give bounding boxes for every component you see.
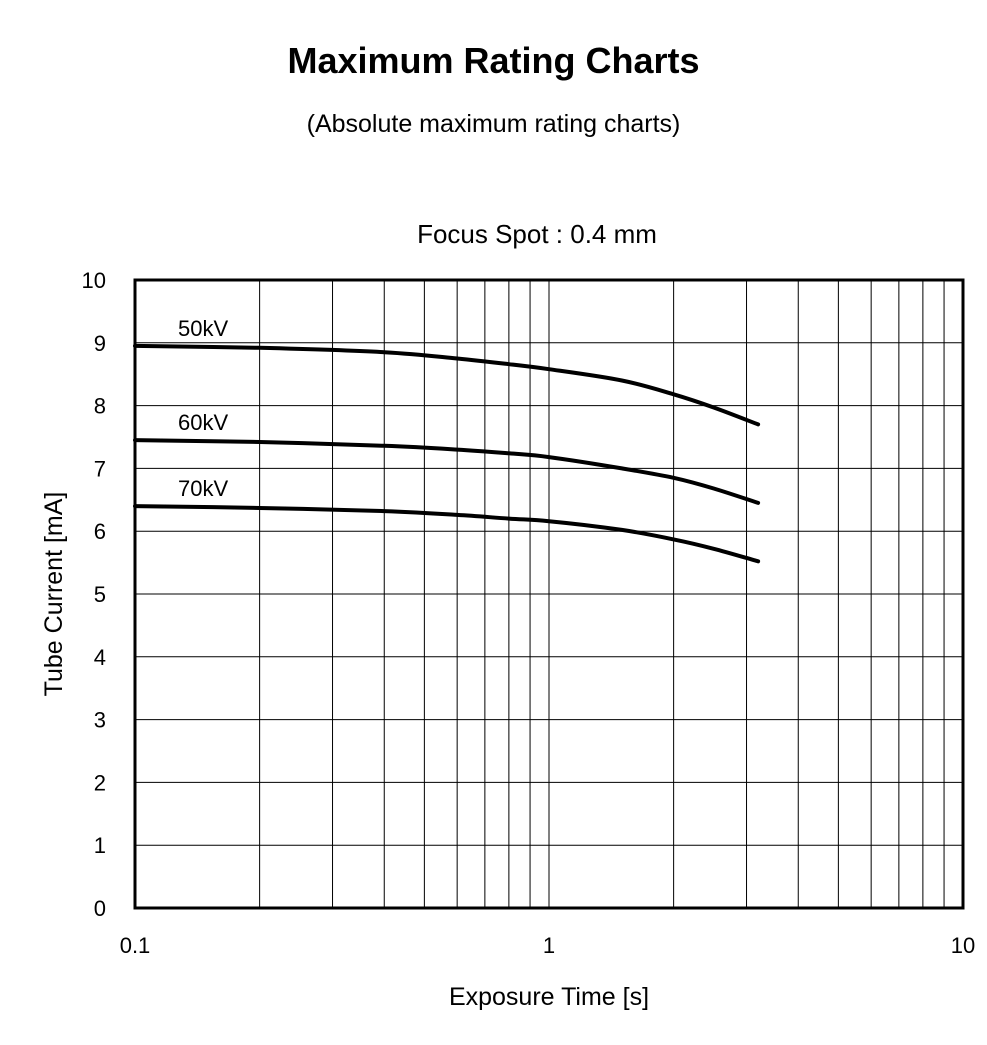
- x-axis-label: Exposure Time [s]: [449, 983, 649, 1011]
- y-tick-label: 2: [94, 770, 106, 795]
- y-tick-label: 3: [94, 708, 106, 733]
- x-tick-label: 0.1: [120, 933, 151, 958]
- chart-title: Focus Spot : 0.4 mm: [417, 219, 657, 249]
- series-label-50kV: 50kV: [178, 316, 228, 341]
- series-line-70kV: [133, 504, 761, 564]
- page-title: Maximum Rating Charts: [287, 40, 700, 81]
- y-tick-label: 10: [82, 268, 106, 293]
- x-tick-label: 10: [951, 933, 975, 958]
- y-tick-label: 7: [94, 456, 106, 481]
- y-tick-label: 5: [94, 582, 106, 607]
- plot-frame: [133, 278, 965, 910]
- y-axis-label: Tube Current [mA]: [40, 492, 68, 697]
- page-subtitle: (Absolute maximum rating charts): [306, 110, 681, 138]
- series-label-60kV: 60kV: [178, 410, 228, 435]
- y-tick-label: 9: [94, 331, 106, 356]
- series-line-50kV: [133, 343, 761, 427]
- y-tick-label: 8: [94, 394, 106, 419]
- x-axis-ticks: 0.1 1 10: [120, 933, 976, 958]
- y-tick-label: 0: [94, 896, 106, 921]
- grid-lines: [135, 280, 963, 908]
- data-series: [133, 343, 761, 564]
- y-tick-label: 1: [94, 833, 106, 858]
- y-tick-label: 6: [94, 519, 106, 544]
- series-labels: 50kV 60kV 70kV: [178, 316, 228, 501]
- series-label-70kV: 70kV: [178, 476, 228, 501]
- series-line-60kV: [133, 438, 761, 505]
- y-tick-label: 4: [94, 645, 106, 670]
- y-axis-ticks: 0 1 2 3 4 5 6 7 8 9 10: [82, 268, 106, 921]
- x-tick-label: 1: [543, 933, 555, 958]
